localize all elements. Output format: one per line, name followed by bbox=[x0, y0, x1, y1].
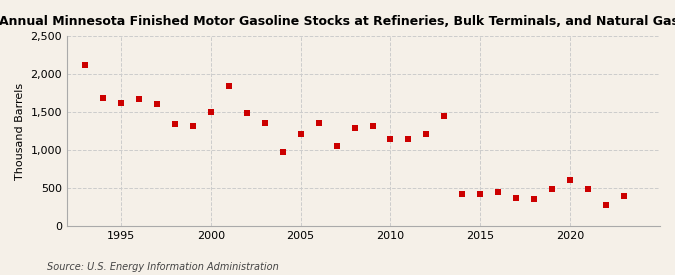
Point bbox=[583, 186, 593, 191]
Point bbox=[439, 114, 450, 119]
Point bbox=[367, 124, 378, 129]
Point bbox=[475, 191, 486, 196]
Point bbox=[115, 101, 126, 106]
Point bbox=[493, 189, 504, 194]
Point bbox=[403, 137, 414, 142]
Point bbox=[277, 150, 288, 154]
Point bbox=[188, 124, 198, 129]
Point bbox=[151, 102, 162, 107]
Point bbox=[295, 131, 306, 136]
Point bbox=[619, 194, 630, 199]
Point bbox=[547, 186, 558, 191]
Point bbox=[601, 202, 612, 207]
Point bbox=[169, 122, 180, 126]
Point bbox=[511, 196, 522, 200]
Point bbox=[565, 177, 576, 182]
Point bbox=[242, 111, 252, 115]
Point bbox=[134, 97, 144, 101]
Y-axis label: Thousand Barrels: Thousand Barrels bbox=[15, 82, 25, 180]
Point bbox=[313, 120, 324, 125]
Text: Source: U.S. Energy Information Administration: Source: U.S. Energy Information Administ… bbox=[47, 262, 279, 272]
Point bbox=[421, 132, 432, 136]
Point bbox=[205, 110, 216, 114]
Point bbox=[223, 84, 234, 88]
Point bbox=[349, 125, 360, 130]
Title: Annual Minnesota Finished Motor Gasoline Stocks at Refineries, Bulk Terminals, a: Annual Minnesota Finished Motor Gasoline… bbox=[0, 15, 675, 28]
Point bbox=[385, 137, 396, 141]
Point bbox=[529, 196, 539, 201]
Point bbox=[98, 96, 109, 101]
Point bbox=[80, 63, 90, 68]
Point bbox=[457, 192, 468, 197]
Point bbox=[331, 144, 342, 148]
Point bbox=[259, 121, 270, 126]
